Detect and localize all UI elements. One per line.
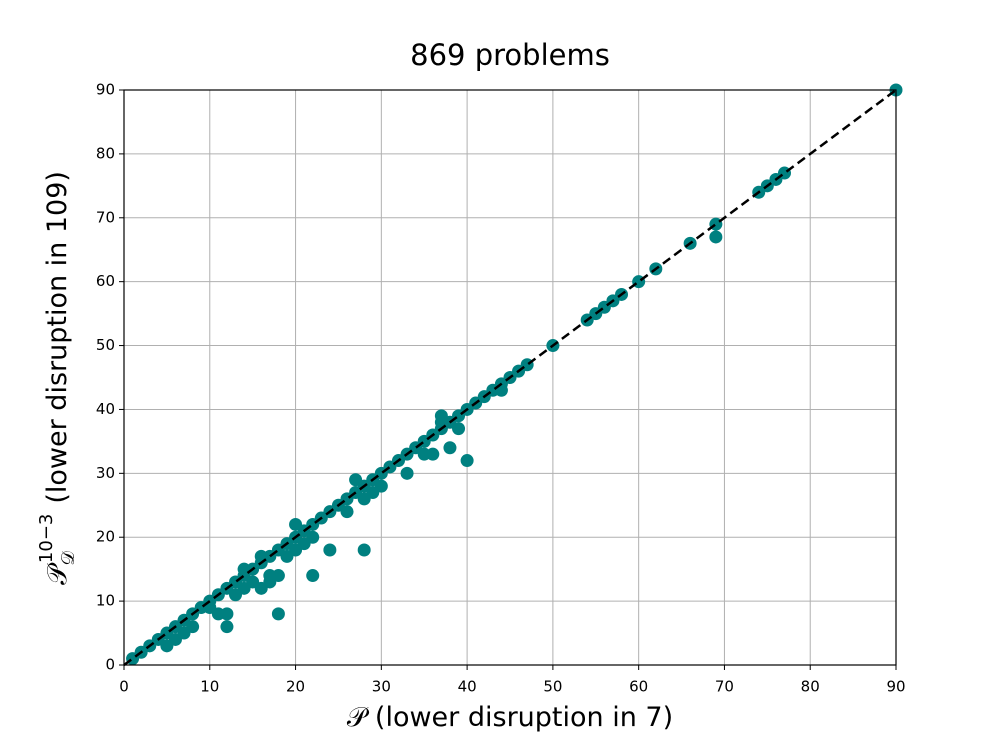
point	[426, 447, 440, 461]
point	[357, 543, 371, 557]
x-tick-label: 30	[372, 678, 391, 696]
y-tick-label: 50	[96, 336, 115, 354]
point	[709, 230, 723, 244]
point	[271, 607, 285, 621]
x-axis-label: 𝒫 (lower disruption in 7)	[347, 702, 673, 733]
x-tick-label: 50	[543, 678, 562, 696]
y-tick-label: 80	[96, 144, 115, 162]
x-tick-label: 10	[200, 678, 219, 696]
x-tick-label: 60	[629, 678, 648, 696]
y-axis-label: 𝒫𝒟10−3 (lower disruption in 109)	[36, 171, 79, 585]
y-label-subscript: 𝒟	[58, 550, 79, 565]
y-tick-label: 90	[96, 81, 115, 99]
x-tick-label: 40	[458, 678, 477, 696]
point	[443, 441, 457, 455]
point	[186, 620, 200, 634]
y-tick-label: 70	[96, 208, 115, 226]
y-tick-label: 60	[96, 272, 115, 290]
y-tick-label: 30	[96, 464, 115, 482]
point	[271, 569, 285, 583]
x-tick-label: 90	[886, 678, 905, 696]
point	[306, 530, 320, 544]
point	[349, 473, 363, 487]
x-tick-label: 0	[119, 678, 129, 696]
point	[460, 454, 474, 468]
point	[323, 543, 337, 557]
y-label-text: (lower disruption in 109)	[42, 171, 73, 504]
y-label-superscript: 10−3	[36, 514, 57, 563]
point	[220, 607, 234, 621]
y-tick-label: 0	[105, 656, 115, 674]
point	[306, 569, 320, 583]
plot-frame	[123, 89, 897, 666]
point	[400, 466, 414, 480]
y-tick-label: 10	[96, 592, 115, 610]
point	[340, 505, 354, 519]
reference-line	[123, 88, 897, 667]
chart-title: 869 problems	[410, 38, 610, 72]
point	[374, 479, 388, 493]
y-label-symbol: 𝒫	[42, 562, 73, 585]
point	[289, 517, 303, 531]
x-tick-label: 80	[801, 678, 820, 696]
point	[220, 620, 234, 634]
x-tick-label: 20	[286, 678, 305, 696]
x-tick-label: 70	[715, 678, 734, 696]
point	[452, 422, 466, 436]
y-tick-label: 40	[96, 400, 115, 418]
y-tick-label: 20	[96, 528, 115, 546]
